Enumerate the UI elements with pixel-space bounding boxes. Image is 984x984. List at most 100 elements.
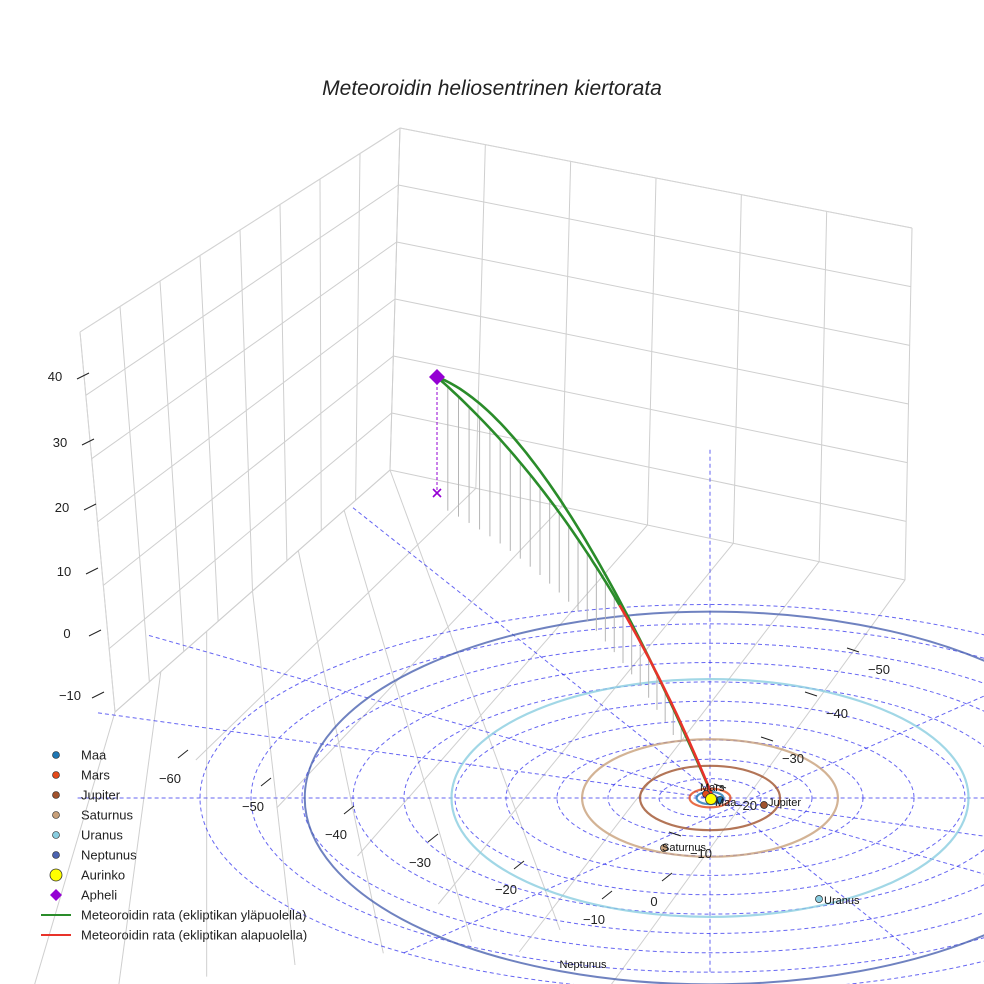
pane-floor-line: [389, 469, 561, 931]
aphelion-marker: [429, 369, 445, 385]
legend-swatch: [52, 811, 60, 819]
z-tick-mark: [88, 629, 102, 637]
pane-floor-line: [437, 543, 734, 905]
legend-swatch: [52, 751, 60, 759]
legend-swatch: [52, 791, 60, 799]
pane-grid-line: [391, 412, 907, 522]
legend-item: Uranus: [52, 828, 123, 843]
legend-label: Maa: [81, 748, 107, 763]
z-tick-mark: [83, 503, 97, 511]
legend-swatch: [49, 868, 63, 882]
legend-label: Meteoroidin rata (ekliptikan yläpuolella…: [81, 908, 306, 923]
legend-item: Jupiter: [52, 788, 121, 803]
y-tick-label: −10: [690, 846, 712, 861]
trajectory-below-branch: [618, 604, 714, 796]
legend-label: Mars: [81, 768, 110, 783]
pane-floor-line: [34, 711, 116, 984]
legend-label: Aurinko: [81, 868, 125, 883]
pane-floor-line: [114, 469, 391, 713]
x-tick-mark: [260, 777, 272, 787]
pane-floor-line: [297, 550, 384, 954]
ecliptic-ring: [454, 700, 966, 896]
legend-label: Meteoroidin rata (ekliptikan alapuolella…: [81, 928, 307, 943]
y-tick-label: −40: [826, 706, 848, 721]
planet-label-neptunus: Neptunus: [559, 959, 607, 971]
legend-swatch: [52, 771, 60, 779]
y-tick-label: −30: [782, 751, 804, 766]
x-tick-label: −60: [159, 771, 181, 786]
sun-marker: [705, 793, 717, 805]
pane-grid-line: [103, 355, 394, 586]
pane-floor-line: [195, 487, 477, 761]
trajectory-above-branch-2: [436, 376, 621, 606]
aphelion-projection-marker: [432, 488, 442, 498]
y-tick-mark: [846, 647, 860, 653]
axes-pane: [34, 127, 913, 984]
x-tick-mark: [513, 860, 525, 870]
x-tick-label: −50: [242, 799, 264, 814]
planet-label-maa: Maa: [715, 797, 737, 809]
legend-label: Jupiter: [81, 788, 121, 803]
pane-floor-line: [611, 579, 906, 984]
legend-item: Aurinko: [49, 868, 125, 883]
z-tick-label: 10: [57, 564, 71, 579]
y-tick-mark: [804, 691, 818, 697]
ecliptic-ring: [199, 604, 984, 984]
legend-item: Maa: [52, 748, 107, 763]
z-tick-label: 0: [63, 626, 70, 641]
chart-title: Meteoroidin heliosentrinen kiertorata: [322, 77, 662, 100]
y-tick-mark: [668, 831, 682, 837]
ecliptic-grid: [77, 449, 984, 984]
planet-label-uranus: Uranus: [824, 895, 860, 907]
y-tick-label: −20: [735, 798, 757, 813]
pane-grid-line: [396, 241, 910, 346]
pane-grid-line: [91, 241, 397, 460]
ecliptic-ring: [250, 623, 984, 973]
legend-item: Mars: [52, 768, 110, 783]
pane-edge: [79, 127, 401, 333]
pane-floor-line: [252, 590, 296, 966]
pane-floor-line: [357, 524, 648, 857]
axis-ticks: 40 30 20 10 0 −10 −60 −50 −40 −30 −20 −10 0 −50 −40 −30…: [48, 369, 890, 927]
legend-label: Apheli: [81, 888, 117, 903]
planet-label-jupiter: Jupiter: [768, 797, 801, 809]
planet-orbits: [303, 610, 984, 984]
z-tick-label: −10: [59, 688, 81, 703]
planet-marker-jupiter: [760, 801, 768, 809]
planet-markers: Maa Mars Jupiter Saturnus Uranus Neptunus: [429, 369, 860, 971]
orbit-uranus: [450, 678, 970, 918]
legend: Maa Mars Jupiter Saturnus Uranus Neptunus Auri…: [41, 748, 307, 943]
pane-floor-line: [276, 506, 563, 809]
z-tick-mark: [81, 438, 95, 446]
legend-label: Saturnus: [81, 808, 134, 823]
ecliptic-radial: [352, 507, 915, 954]
x-tick-label: 0: [650, 894, 657, 909]
pane-floor-line: [518, 561, 820, 953]
pane-edge: [79, 331, 116, 713]
ecliptic-radial: [148, 634, 984, 875]
legend-swatch: [52, 831, 60, 839]
orbit-neptunus: [303, 610, 984, 984]
legend-label: Uranus: [81, 828, 123, 843]
z-tick-mark: [76, 372, 90, 380]
x-tick-label: −20: [495, 882, 517, 897]
pane-edge: [399, 127, 913, 229]
pane-grid-line: [97, 298, 396, 523]
x-tick-mark: [177, 749, 189, 759]
pane-floor-line: [343, 510, 473, 942]
legend-item: Saturnus: [52, 808, 134, 823]
z-tick-mark: [85, 567, 99, 575]
meteoroid-trajectory: [436, 375, 714, 796]
x-tick-label: −30: [409, 855, 431, 870]
legend-item: Meteoroidin rata (ekliptikan yläpuolella…: [41, 908, 306, 923]
x-tick-label: −10: [583, 912, 605, 927]
legend-item: Neptunus: [52, 848, 137, 863]
pane-grid-line: [108, 412, 392, 650]
ecliptic-ring: [301, 642, 984, 954]
legend-swatch: [52, 851, 60, 859]
legend-item: Meteoroidin rata (ekliptikan alapuolella…: [41, 928, 307, 943]
y-tick-mark: [760, 736, 774, 742]
planet-label-saturnus: Saturnus: [662, 842, 707, 854]
z-tick-label: 20: [55, 500, 69, 515]
